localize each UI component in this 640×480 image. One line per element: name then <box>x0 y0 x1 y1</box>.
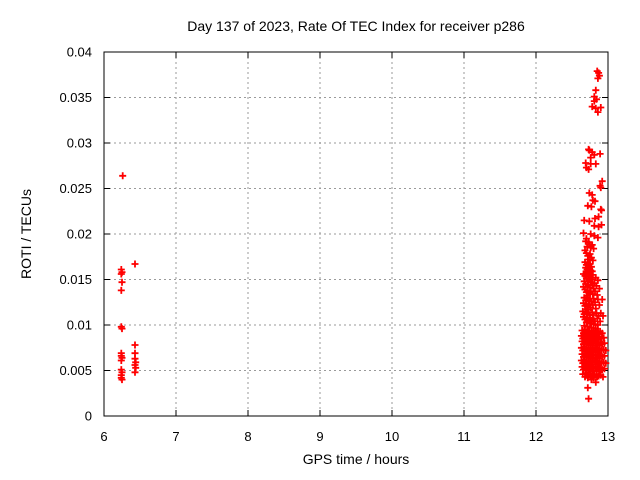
data-point-marker <box>587 230 595 238</box>
data-point-marker <box>600 352 608 360</box>
x-tick-label: 11 <box>457 429 471 444</box>
data-point-marker <box>580 216 588 224</box>
data-point-marker <box>599 312 607 320</box>
data-point-marker <box>595 213 603 221</box>
x-tick-label: 12 <box>529 429 543 444</box>
data-point-marker <box>597 184 605 192</box>
data-point-marker <box>118 376 126 384</box>
plot-border <box>103 51 609 417</box>
data-point-marker <box>131 341 139 349</box>
data-point-marker <box>598 221 605 229</box>
data-point-marker <box>593 373 601 381</box>
data-point-marker <box>590 151 598 159</box>
x-tick-label: 9 <box>316 429 323 444</box>
data-point-marker <box>594 234 602 242</box>
y-tick-label: 0.03 <box>67 136 92 151</box>
data-point-marker <box>594 74 602 82</box>
scatter-points <box>117 67 610 403</box>
data-point-marker <box>587 154 595 162</box>
data-point-marker <box>119 172 127 180</box>
data-point-marker <box>582 318 590 326</box>
data-point-marker <box>580 229 587 237</box>
data-point-marker <box>592 160 600 168</box>
y-tick-label: 0.025 <box>59 181 92 196</box>
data-point-marker <box>591 197 599 205</box>
data-point-marker <box>602 347 610 354</box>
data-point-marker <box>585 165 593 173</box>
data-point-marker <box>591 215 599 222</box>
data-point-marker <box>583 243 591 251</box>
x-tick-label: 6 <box>100 429 107 444</box>
data-point-marker <box>588 103 596 111</box>
data-point-marker <box>595 301 603 309</box>
y-tick-label: 0.02 <box>67 227 92 242</box>
y-tick-label: 0.01 <box>67 318 92 333</box>
data-point-marker <box>597 205 605 213</box>
data-point-marker <box>584 384 592 392</box>
data-point-marker <box>596 317 604 325</box>
data-point-marker <box>117 286 125 294</box>
data-point-marker <box>590 232 598 240</box>
data-point-marker <box>600 339 608 347</box>
data-point-marker <box>131 368 139 376</box>
x-tick-label: 10 <box>385 429 399 444</box>
y-tick-label: 0 <box>85 409 92 424</box>
data-point-marker <box>598 296 606 303</box>
x-axis-label: GPS time / hours <box>302 451 410 467</box>
data-point-marker <box>598 177 606 185</box>
data-point-marker <box>117 357 125 364</box>
chart-title: Day 137 of 2023, Rate Of TEC Index for r… <box>187 18 525 34</box>
x-tick-label: 7 <box>172 429 179 444</box>
data-point-marker <box>596 150 604 158</box>
x-tick-label: 13 <box>601 429 615 444</box>
data-point-marker <box>594 276 602 284</box>
data-point-marker <box>118 278 126 286</box>
data-point-marker <box>594 108 602 116</box>
data-point-marker <box>585 395 593 403</box>
x-tick-label: 8 <box>244 429 251 444</box>
data-point-marker <box>594 321 602 329</box>
data-point-marker <box>589 256 597 264</box>
y-tick-label: 0.005 <box>59 363 92 378</box>
data-point-marker <box>602 359 610 367</box>
y-tick-label: 0.015 <box>59 272 92 287</box>
y-tick-label: 0.035 <box>59 90 92 105</box>
data-point-marker <box>117 270 125 278</box>
data-point-marker <box>600 365 608 373</box>
data-point-marker <box>131 260 139 268</box>
data-point-marker <box>597 104 605 111</box>
y-tick-label: 0.04 <box>67 45 92 60</box>
data-point-marker <box>587 376 595 384</box>
data-point-marker <box>592 378 600 386</box>
data-point-marker <box>592 86 600 94</box>
data-point-marker <box>118 325 126 333</box>
data-point-marker <box>590 245 598 253</box>
data-point-marker <box>587 203 595 211</box>
data-point-marker <box>585 217 593 225</box>
data-point-marker <box>590 97 598 105</box>
data-point-marker <box>595 285 603 293</box>
